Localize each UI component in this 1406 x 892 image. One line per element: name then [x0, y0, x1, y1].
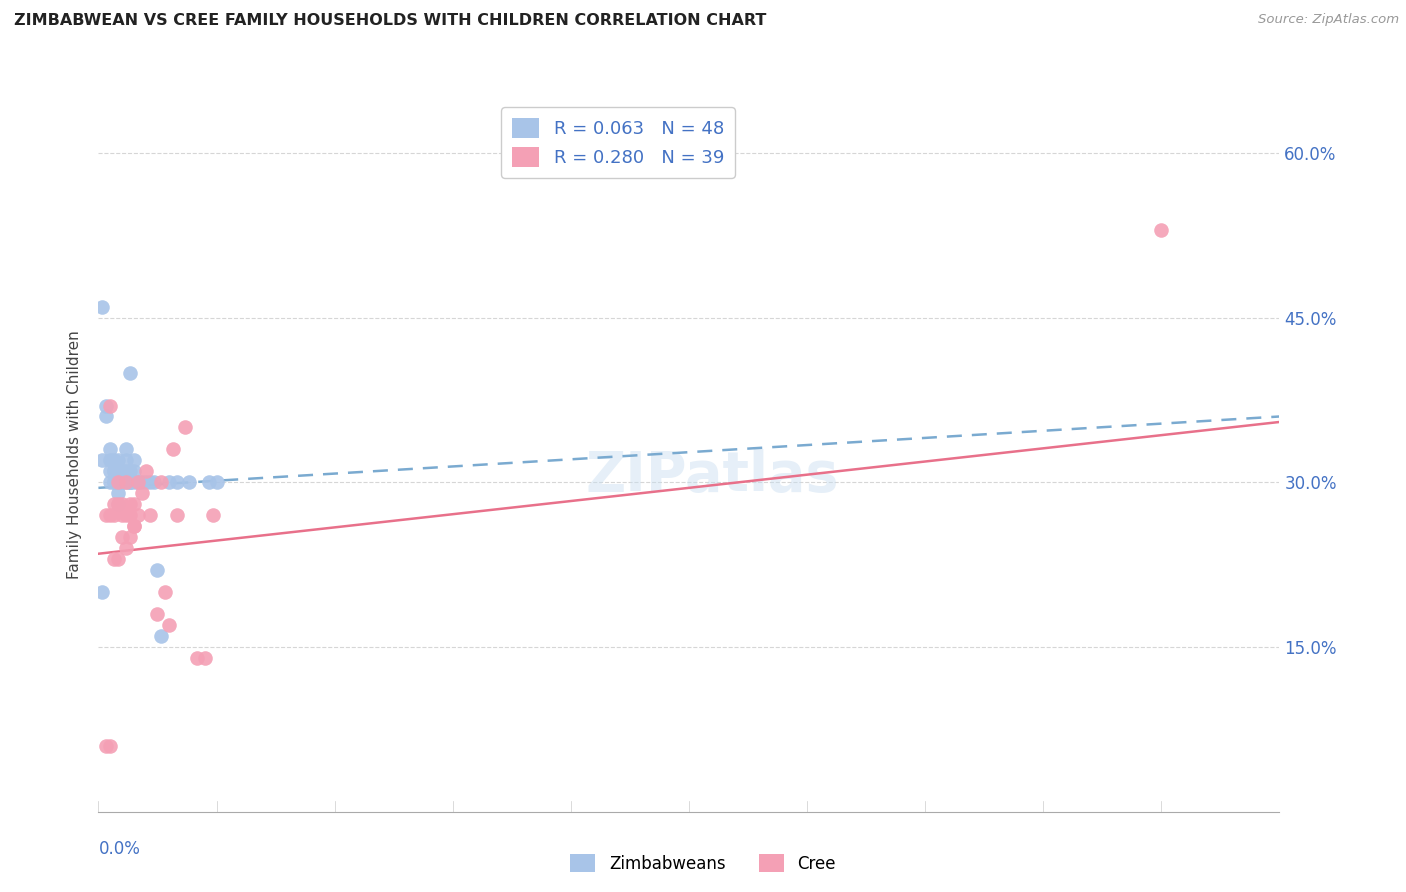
Point	[96, 508, 118, 523]
Text: Source: ZipAtlas.com: Source: ZipAtlas.com	[1258, 13, 1399, 27]
Point	[127, 475, 149, 490]
Point	[111, 475, 134, 490]
Point	[115, 508, 138, 523]
Legend: R = 0.063   N = 48, R = 0.280   N = 39: R = 0.063 N = 48, R = 0.280 N = 39	[502, 107, 735, 178]
Point	[115, 442, 138, 457]
Point	[103, 453, 125, 467]
Point	[115, 453, 138, 467]
Point	[122, 475, 145, 490]
Point	[111, 475, 134, 490]
Point	[162, 442, 184, 457]
Point	[150, 629, 173, 643]
Point	[103, 475, 125, 490]
Point	[118, 475, 141, 490]
Point	[138, 508, 160, 523]
Point	[107, 497, 129, 511]
Point	[186, 651, 208, 665]
Point	[122, 464, 145, 478]
Point	[98, 739, 121, 753]
Point	[142, 475, 165, 490]
Point	[96, 399, 118, 413]
Point	[205, 475, 228, 490]
Point	[118, 366, 141, 380]
Point	[150, 475, 173, 490]
Text: ZIMBABWEAN VS CREE FAMILY HOUSEHOLDS WITH CHILDREN CORRELATION CHART: ZIMBABWEAN VS CREE FAMILY HOUSEHOLDS WIT…	[14, 13, 766, 29]
Point	[111, 497, 134, 511]
Point	[122, 453, 145, 467]
Point	[197, 475, 219, 490]
Point	[131, 475, 153, 490]
Point	[118, 530, 141, 544]
Text: ZIPatlas: ZIPatlas	[586, 450, 839, 503]
Point	[1150, 223, 1173, 237]
Point	[91, 453, 114, 467]
Point	[118, 464, 141, 478]
Point	[115, 541, 138, 556]
Point	[138, 475, 160, 490]
Point	[98, 475, 121, 490]
Point	[103, 464, 125, 478]
Point	[103, 552, 125, 566]
Point	[122, 519, 145, 533]
Point	[174, 420, 197, 434]
Point	[166, 508, 188, 523]
Point	[127, 475, 149, 490]
Point	[111, 508, 134, 523]
Point	[122, 497, 145, 511]
Point	[103, 497, 125, 511]
Point	[98, 508, 121, 523]
Point	[118, 508, 141, 523]
Point	[146, 563, 169, 577]
Point	[155, 585, 177, 599]
Y-axis label: Family Households with Children: Family Households with Children	[67, 331, 83, 579]
Point	[111, 530, 134, 544]
Point	[103, 475, 125, 490]
Point	[135, 475, 157, 490]
Point	[115, 475, 138, 490]
Point	[166, 475, 188, 490]
Point	[118, 497, 141, 511]
Point	[122, 519, 145, 533]
Point	[103, 464, 125, 478]
Point	[103, 508, 125, 523]
Point	[107, 475, 129, 490]
Point	[98, 399, 121, 413]
Point	[107, 453, 129, 467]
Text: 0.0%: 0.0%	[98, 840, 141, 858]
Point	[98, 442, 121, 457]
Point	[194, 651, 217, 665]
Point	[115, 464, 138, 478]
Point	[135, 464, 157, 478]
Legend: Zimbabweans, Cree: Zimbabweans, Cree	[564, 847, 842, 880]
Point	[107, 464, 129, 478]
Point	[115, 475, 138, 490]
Point	[177, 475, 200, 490]
Point	[127, 508, 149, 523]
Point	[157, 475, 180, 490]
Point	[98, 453, 121, 467]
Point	[131, 486, 153, 500]
Point	[127, 475, 149, 490]
Point	[111, 464, 134, 478]
Point	[107, 475, 129, 490]
Point	[96, 739, 118, 753]
Point	[91, 300, 114, 314]
Point	[157, 618, 180, 632]
Point	[118, 475, 141, 490]
Point	[118, 475, 141, 490]
Point	[107, 497, 129, 511]
Point	[96, 409, 118, 424]
Point	[201, 508, 224, 523]
Point	[107, 475, 129, 490]
Point	[146, 607, 169, 621]
Point	[98, 464, 121, 478]
Point	[107, 552, 129, 566]
Point	[107, 486, 129, 500]
Point	[91, 585, 114, 599]
